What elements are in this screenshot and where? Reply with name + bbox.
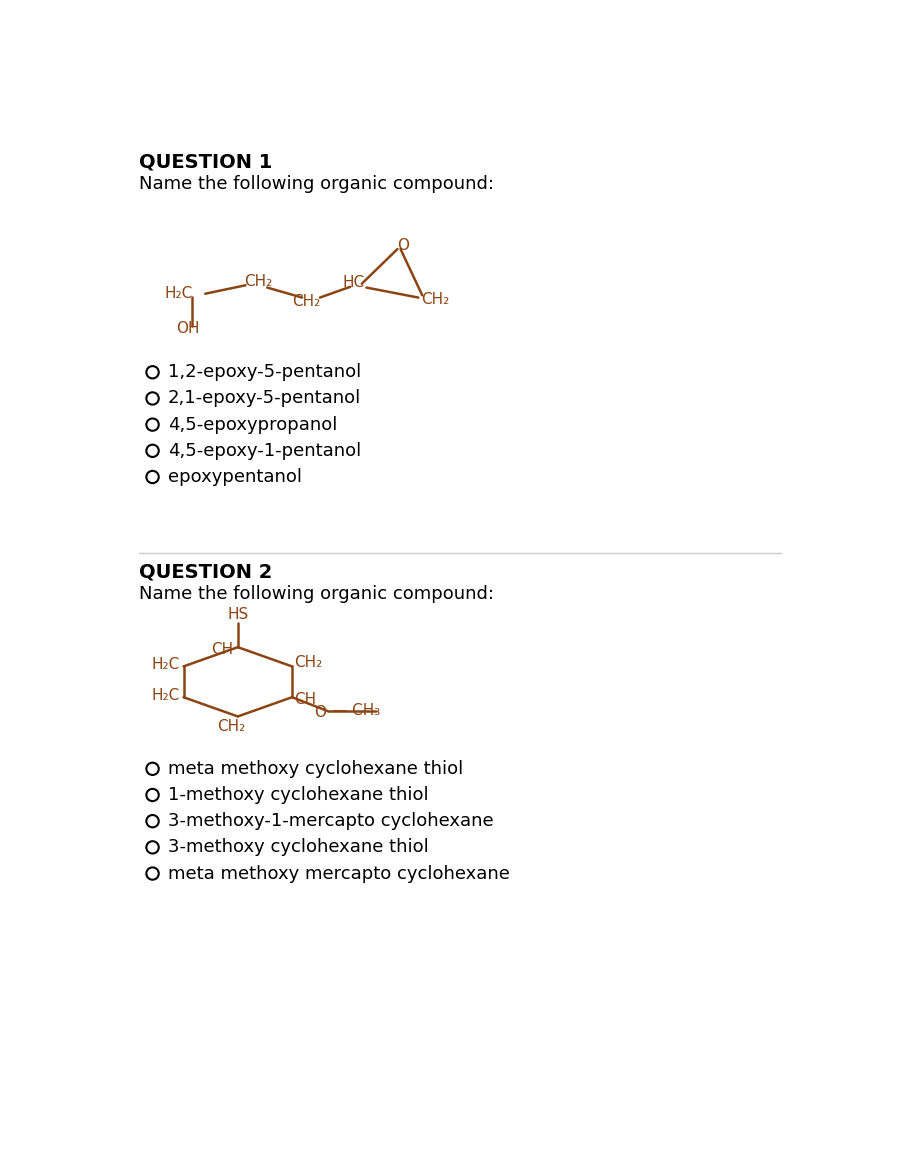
Text: 3-methoxy-1-mercapto cyclohexane: 3-methoxy-1-mercapto cyclohexane — [168, 812, 494, 830]
Text: — CH₃: — CH₃ — [331, 703, 380, 718]
Text: CH₂: CH₂ — [420, 292, 449, 307]
Text: CH: CH — [211, 642, 233, 657]
Text: 3-methoxy cyclohexane thiol: 3-methoxy cyclohexane thiol — [168, 838, 429, 857]
Text: CH₂: CH₂ — [217, 719, 246, 734]
Text: QUESTION 2: QUESTION 2 — [139, 563, 273, 582]
Text: O: O — [314, 705, 326, 720]
Text: H₂C: H₂C — [152, 688, 180, 703]
Text: 4,5-epoxy-1-pentanol: 4,5-epoxy-1-pentanol — [168, 442, 361, 460]
Text: 1,2-epoxy-5-pentanol: 1,2-epoxy-5-pentanol — [168, 364, 361, 381]
Text: OH: OH — [176, 321, 199, 336]
Text: O: O — [398, 237, 409, 252]
Text: Name the following organic compound:: Name the following organic compound: — [139, 175, 495, 192]
Text: HS: HS — [227, 607, 249, 622]
Text: CH₂: CH₂ — [292, 294, 321, 309]
Text: 4,5-epoxypropanol: 4,5-epoxypropanol — [168, 416, 338, 433]
Text: H₂C: H₂C — [152, 658, 180, 673]
Text: CH₂: CH₂ — [244, 274, 272, 288]
Text: CH: CH — [295, 692, 316, 708]
Text: QUESTION 1: QUESTION 1 — [139, 153, 273, 171]
Text: Name the following organic compound:: Name the following organic compound: — [139, 585, 495, 603]
Text: 2,1-epoxy-5-pentanol: 2,1-epoxy-5-pentanol — [168, 389, 361, 408]
Text: HC: HC — [342, 276, 365, 291]
Text: 1-methoxy cyclohexane thiol: 1-methoxy cyclohexane thiol — [168, 786, 428, 804]
Text: meta methoxy cyclohexane thiol: meta methoxy cyclohexane thiol — [168, 760, 463, 778]
Text: meta methoxy mercapto cyclohexane: meta methoxy mercapto cyclohexane — [168, 865, 510, 882]
Text: H₂C: H₂C — [165, 286, 193, 301]
Text: epoxypentanol: epoxypentanol — [168, 468, 302, 486]
Text: CH₂: CH₂ — [295, 655, 322, 670]
